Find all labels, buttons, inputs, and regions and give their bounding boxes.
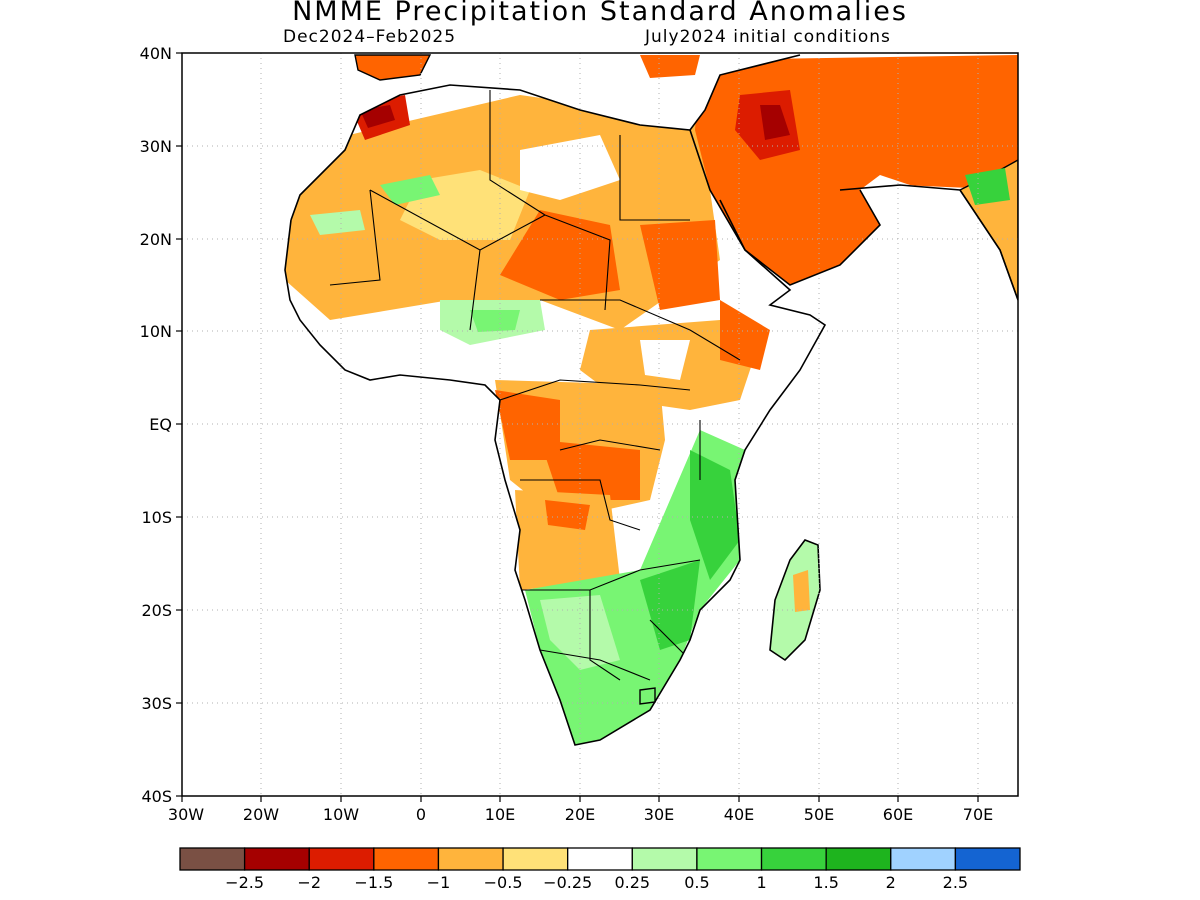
country-borders (329, 90, 741, 681)
x-tick-label: 70E (963, 805, 993, 824)
colorbar-label: −0.5 (484, 873, 523, 892)
colorbar-swatch (760, 847, 827, 871)
colorbar-swatch (437, 847, 504, 871)
colorbar-label: −1.5 (354, 873, 393, 892)
colorbar-label: −2 (297, 873, 321, 892)
colorbar-label: 0.25 (614, 873, 650, 892)
y-tick-label: 10N (140, 322, 172, 341)
colorbar-label: 2 (886, 873, 896, 892)
colorbar-swatch (373, 847, 440, 871)
x-tick-label: 10E (485, 805, 515, 824)
y-tick-label: 20S (141, 601, 172, 620)
colorbar-swatch (243, 847, 310, 871)
y-tick-label: 20N (140, 230, 172, 249)
colorbar-swatch (825, 847, 892, 871)
y-tick-label: 40N (140, 44, 172, 63)
colorbar-label: −1 (427, 873, 451, 892)
y-tick-label: 30S (141, 694, 172, 713)
x-tick-label: 0 (416, 805, 426, 824)
coastline (284, 54, 1018, 746)
colorbar-labels: −2.5 −2 −1.5 −1 −0.5 −0.25 0.25 0.5 1 1.5 2 2.5 (225, 873, 968, 892)
colorbar (179, 847, 1021, 871)
colorbar-swatch (954, 847, 1021, 871)
colorbar-label: 0.5 (684, 873, 709, 892)
anomaly-region-dark-red (760, 105, 790, 140)
x-tick-label: 20W (243, 805, 279, 824)
y-tick-label: 40S (141, 787, 172, 806)
x-tick-label: 50E (804, 805, 834, 824)
x-tick-label: 20E (565, 805, 595, 824)
y-tick-label: 10S (141, 508, 172, 527)
x-tick-label: 30W (168, 805, 204, 824)
x-tick-label: 10W (323, 805, 359, 824)
colorbar-swatch (696, 847, 763, 871)
colorbar-swatch (308, 847, 375, 871)
y-tick-label: 30N (140, 137, 172, 156)
x-tick-label: 30E (644, 805, 674, 824)
map-title: NMME Precipitation Standard Anomalies (292, 0, 908, 27)
anomaly-region-medium-green (690, 450, 740, 580)
colorbar-label: 1 (756, 873, 766, 892)
colorbar-swatch (502, 847, 569, 871)
colorbar-label: −2.5 (225, 873, 264, 892)
season-label: Dec2024–Feb2025 (283, 27, 457, 47)
colorbar-swatch (890, 847, 957, 871)
colorbar-swatch (631, 847, 698, 871)
colorbar-label: 1.5 (813, 873, 838, 892)
colorbar-swatch (567, 847, 633, 871)
colorbar-label: −0.25 (543, 873, 592, 892)
x-tick-label: 60E (883, 805, 913, 824)
y-tick-label: EQ (149, 415, 172, 434)
colorbar-label: 2.5 (943, 873, 968, 892)
initial-conditions-label: July2024 initial conditions (645, 27, 891, 47)
x-tick-label: 40E (724, 805, 754, 824)
colorbar-swatch (179, 847, 246, 871)
anomaly-region-green (380, 175, 440, 205)
